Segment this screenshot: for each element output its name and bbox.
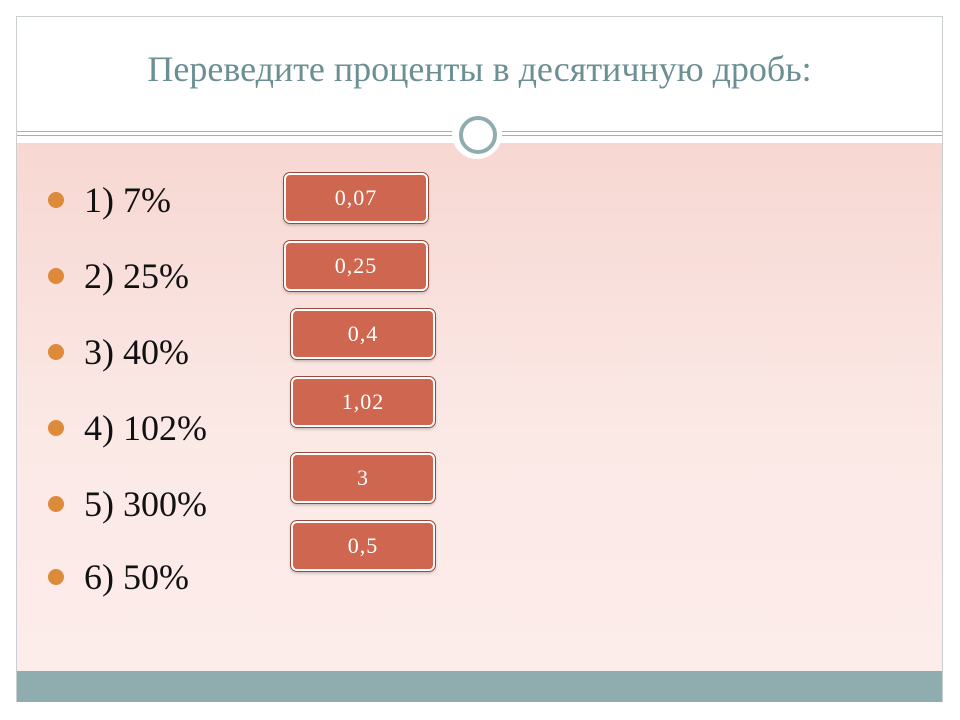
list-item: 3) 40% xyxy=(48,330,189,374)
bullet-dot-icon xyxy=(48,268,64,284)
bullet-dot-icon xyxy=(48,496,64,512)
slide-title: Переведите проценты в десятичную дробь: xyxy=(147,49,812,89)
item-label: 2) 25% xyxy=(84,256,189,296)
list-item: 2) 25% xyxy=(48,254,189,298)
answer-box[interactable]: 0,25 xyxy=(284,241,428,291)
item-label: 4) 102% xyxy=(84,408,207,448)
bullet-dot-icon xyxy=(48,569,64,585)
answer-box[interactable]: 0,07 xyxy=(284,173,428,223)
answer-box[interactable]: 0,5 xyxy=(291,521,435,571)
bullet-dot-icon xyxy=(48,344,64,360)
list-item: 1) 7% xyxy=(48,178,171,222)
answer-box[interactable]: 1,02 xyxy=(291,377,435,427)
bullet-dot-icon xyxy=(48,192,64,208)
item-label: 5) 300% xyxy=(84,484,207,524)
answer-box[interactable]: 3 xyxy=(291,453,435,503)
item-label: 3) 40% xyxy=(84,332,189,372)
list-item: 6) 50% xyxy=(48,555,189,599)
list-item: 4) 102% xyxy=(48,406,207,450)
bullet-dot-icon xyxy=(48,420,64,436)
footer-bar xyxy=(17,671,942,702)
list-item: 5) 300% xyxy=(48,482,207,526)
item-label: 6) 50% xyxy=(84,557,189,597)
item-label: 1) 7% xyxy=(84,180,171,220)
content-area xyxy=(17,143,942,671)
answer-box[interactable]: 0,4 xyxy=(291,309,435,359)
ring-icon xyxy=(452,109,502,159)
